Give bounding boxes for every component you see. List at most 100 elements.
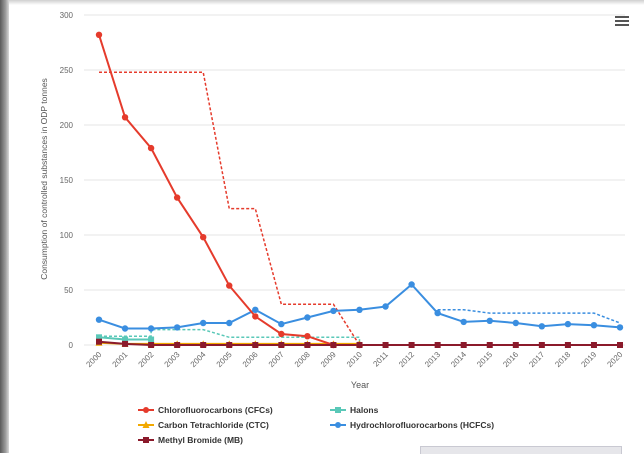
window-frame-edge: [0, 0, 9, 453]
legend-item[interactable]: Hydrochlorofluorocarbons (HCFCs): [330, 418, 494, 432]
legend-label: Hydrochlorofluorocarbons (HCFCs): [350, 420, 495, 430]
x-axis-title: Year: [351, 380, 369, 390]
x-tick-label: 2009: [319, 350, 338, 369]
x-tick-label: 2013: [423, 350, 442, 369]
x-axis-tick-labels: 2000 2001 2002 2003 2004 2005 2006 2007 2008 2009…: [84, 350, 624, 369]
x-tick-label: 2004: [189, 350, 208, 369]
series-4-point: [200, 319, 207, 327]
x-tick-label: 2005: [215, 350, 234, 369]
series-5-point: [174, 342, 181, 348]
series-4-point: [486, 317, 493, 324]
hamburger-menu-icon: [615, 16, 629, 18]
limit-line: [437, 309, 621, 324]
series-5-point: [486, 342, 493, 348]
x-tick-label: 2015: [475, 350, 494, 369]
series-5-point: [122, 340, 129, 347]
y-tick-label: 300: [60, 11, 74, 20]
series-1-point: [200, 234, 207, 241]
legend-item[interactable]: Carbon Tetrachloride (CTC): [138, 418, 269, 432]
series-4-point: [304, 314, 311, 321]
series-4-point: [147, 325, 155, 332]
series-5-point: [408, 342, 415, 348]
series-4-point: [95, 316, 103, 323]
series-5-point: [252, 342, 259, 348]
series-4-point: [538, 323, 546, 330]
legend-label: Chlorofluorocarbons (CFCs): [158, 405, 273, 415]
x-tick-label: 2001: [111, 350, 130, 369]
series-4-point: [408, 281, 415, 288]
x-tick-label: 2020: [605, 350, 624, 369]
series-1-point: [278, 330, 285, 338]
series-4-point: [252, 306, 259, 313]
x-tick-label: 2006: [241, 350, 260, 369]
legend-label: Methyl Bromide (MB): [158, 435, 243, 445]
series-5-point: [590, 342, 597, 348]
series-1-point: [226, 282, 233, 289]
series-2-point: [148, 336, 155, 343]
series-4-point: [356, 306, 363, 313]
chart-menu-button[interactable]: [614, 14, 630, 28]
series-5-point: [148, 342, 155, 348]
legend-symbol: [138, 421, 154, 428]
legend-item[interactable]: Methyl Bromide (MB): [138, 433, 243, 447]
horizontal-scrollbar[interactable]: [420, 446, 622, 454]
x-tick-label: 2018: [553, 350, 572, 369]
series-4-point: [460, 318, 467, 326]
grid-lines: [84, 14, 625, 346]
series-1-point: [121, 114, 129, 121]
series-5-point: [512, 342, 519, 348]
legend-item[interactable]: Halons: [330, 403, 378, 417]
series-4-point: [616, 324, 624, 331]
x-tick-label: 2016: [501, 350, 520, 369]
series-4-point: [278, 320, 285, 328]
series-5-point: [617, 342, 623, 348]
limit-line: [99, 71, 361, 346]
series-4-point: [434, 309, 441, 317]
x-tick-label: 2000: [84, 350, 103, 369]
series-5-point: [356, 342, 363, 348]
series-5-point: [460, 342, 467, 348]
series-5-point: [382, 342, 389, 348]
y-tick-label: 0: [69, 341, 74, 350]
y-axis-title: Consumption of controlled substances in …: [39, 78, 49, 280]
series-4-point: [173, 324, 181, 331]
series-4-line: [98, 283, 621, 330]
series-4-point: [121, 325, 129, 332]
series-5-point: [226, 342, 233, 348]
legend-label: Halons: [350, 405, 379, 415]
series-4-point: [382, 303, 389, 310]
legend-symbol: [138, 407, 154, 413]
y-tick-label: 250: [60, 66, 74, 75]
legend-item[interactable]: Chlorofluorocarbons (CFCs): [138, 403, 273, 417]
y-tick-label: 150: [60, 176, 74, 185]
series-1-point: [147, 144, 155, 152]
legend-symbol: [330, 422, 346, 428]
series-1-line: [98, 34, 360, 346]
x-tick-label: 2010: [345, 350, 364, 369]
x-tick-label: 2002: [137, 350, 156, 369]
series-1-point: [95, 31, 103, 38]
y-tick-label: 200: [60, 121, 74, 130]
legend-symbol-marker: [143, 437, 149, 443]
series-5-point: [200, 342, 207, 348]
series-lines: [98, 34, 621, 346]
limit-line: [99, 328, 361, 345]
series-4-point: [590, 322, 598, 329]
series-5-point: [304, 342, 311, 348]
legend-symbol-marker: [335, 422, 341, 428]
series-2-point: [122, 336, 129, 343]
legend-symbol: [138, 437, 154, 443]
limit-lines: [99, 71, 621, 346]
series-4-point: [226, 319, 233, 327]
series-5-point: [538, 342, 545, 348]
series-5-point: [564, 342, 571, 348]
y-tick-label: 50: [64, 286, 73, 295]
hamburger-menu-icon-bar: [615, 24, 629, 26]
hamburger-menu-icon-bar: [615, 20, 629, 22]
series-4-point: [512, 319, 519, 327]
x-tick-label: 2011: [371, 350, 390, 369]
x-tick-label: 2003: [163, 350, 182, 369]
x-tick-label: 2019: [579, 350, 598, 369]
x-tick-label: 2007: [267, 350, 286, 369]
series-2-point: [96, 334, 102, 341]
